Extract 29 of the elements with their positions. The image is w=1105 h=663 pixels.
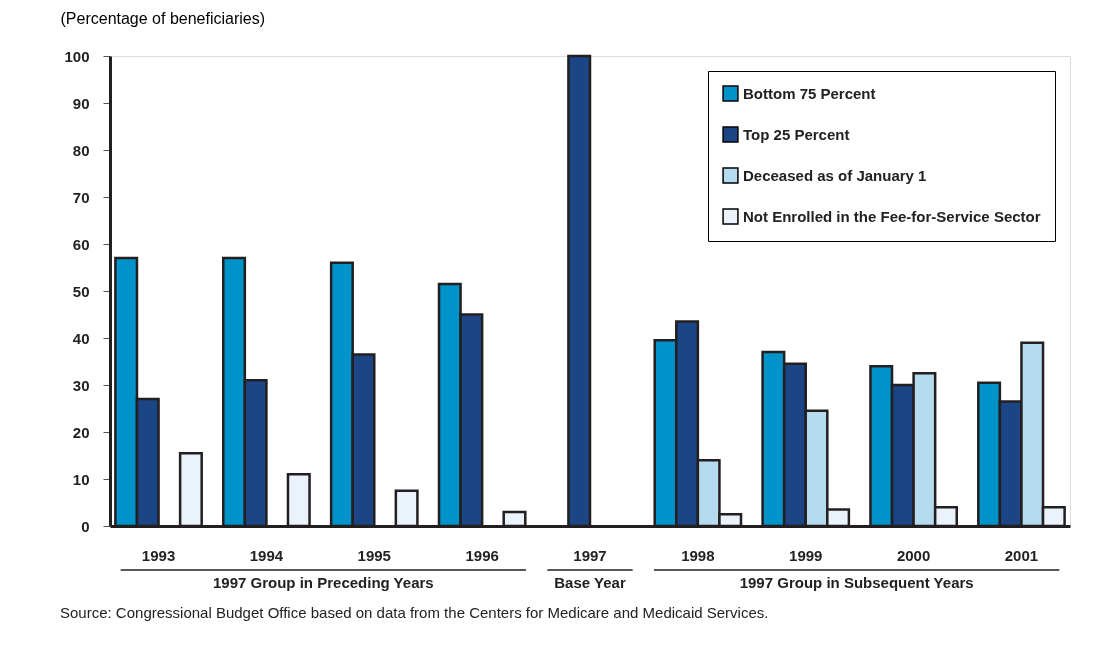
y-tick-label: 70 [72, 188, 90, 206]
x-tick-label: 1996 [465, 546, 499, 564]
x-tick-label: 1994 [249, 546, 284, 564]
x-tick-label: 1999 [789, 546, 823, 564]
x-tick-label: 1995 [357, 546, 391, 564]
source-note: Source: Congressional Budget Office based on data from the Centers for Medicare and Medicaid Services. [60, 604, 769, 621]
y-tick-label: 90 [72, 94, 90, 112]
y-tick-label: 10 [72, 470, 90, 488]
y-tick-label: 60 [72, 235, 90, 253]
text: 1997 Group in Preceding Years [213, 574, 434, 591]
y-axis-title: (Percentage of beneficiaries) [60, 9, 266, 27]
text: Base Year [554, 574, 626, 591]
y-tick-label: 30 [72, 376, 90, 394]
y-tick-label: 40 [72, 329, 90, 347]
y-tick-label: 20 [72, 423, 90, 441]
x-tick-label: 2001 [1004, 546, 1039, 564]
legend-label: Deceased as of January 1 [743, 166, 927, 184]
text: 1997 Group in Subsequent Years [739, 574, 974, 591]
y-tick-label: 50 [72, 282, 90, 300]
y-tick-label: 100 [64, 47, 90, 65]
x-tick-label: 1997 [573, 546, 607, 564]
y-tick-label: 80 [72, 141, 90, 159]
y-tick-label: 0 [81, 517, 90, 535]
x-tick-label: 1993 [141, 546, 176, 564]
legend-label: Bottom 75 Percent [743, 84, 876, 102]
legend-label: Top 25 Percent [743, 125, 850, 143]
x-tick-label: 1998 [681, 546, 715, 564]
x-tick-label: 2000 [896, 546, 931, 564]
legend-label: Not Enrolled in the Fee-for-Service Sector [743, 207, 1041, 225]
